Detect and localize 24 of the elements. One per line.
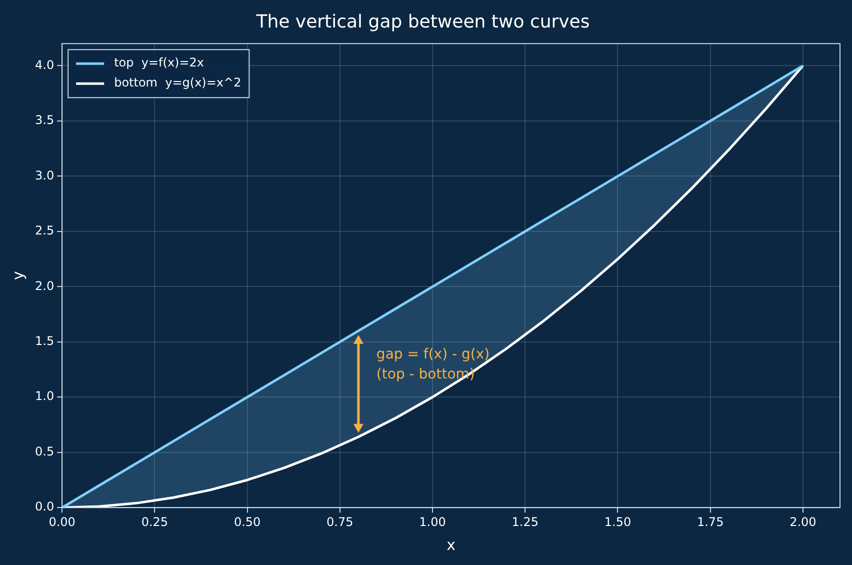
y-tick-label: 2.5 (34, 224, 54, 238)
y-tick-label: 4.0 (34, 58, 54, 72)
y-tick-label: 3.0 (34, 168, 54, 182)
y-tick-label: 3.5 (34, 113, 54, 128)
y-tick-label: 0.0 (34, 500, 54, 514)
x-tick-label: 2.00 (790, 514, 816, 529)
y-axis-title: y (8, 271, 27, 280)
x-tick-label: 0.75 (326, 514, 354, 529)
x-tick-label: 0.50 (234, 514, 261, 529)
x-tick-label: 1.50 (604, 514, 632, 529)
x-tick-label: 1.25 (512, 514, 538, 529)
y-tick-label: 1.0 (34, 389, 54, 404)
x-tick-label: 0.00 (48, 514, 76, 529)
x-axis-title: x (446, 536, 456, 554)
annotation: gap = f(x) - g(x) (376, 346, 490, 362)
y-tick-label: 2.0 (34, 278, 54, 293)
y-tick-label: 0.5 (34, 444, 54, 458)
legend-label: top y=f(x)=2x (114, 56, 204, 70)
x-tick-label: 1.75 (696, 514, 724, 529)
legend-label: bottom y=g(x)=x^2 (114, 76, 242, 90)
x-tick-label: 1.00 (419, 514, 446, 529)
y-tick-label: 1.5 (34, 334, 54, 348)
chart-title: The vertical gap between two curves (255, 11, 590, 32)
x-tick-label: 0.25 (141, 514, 168, 529)
